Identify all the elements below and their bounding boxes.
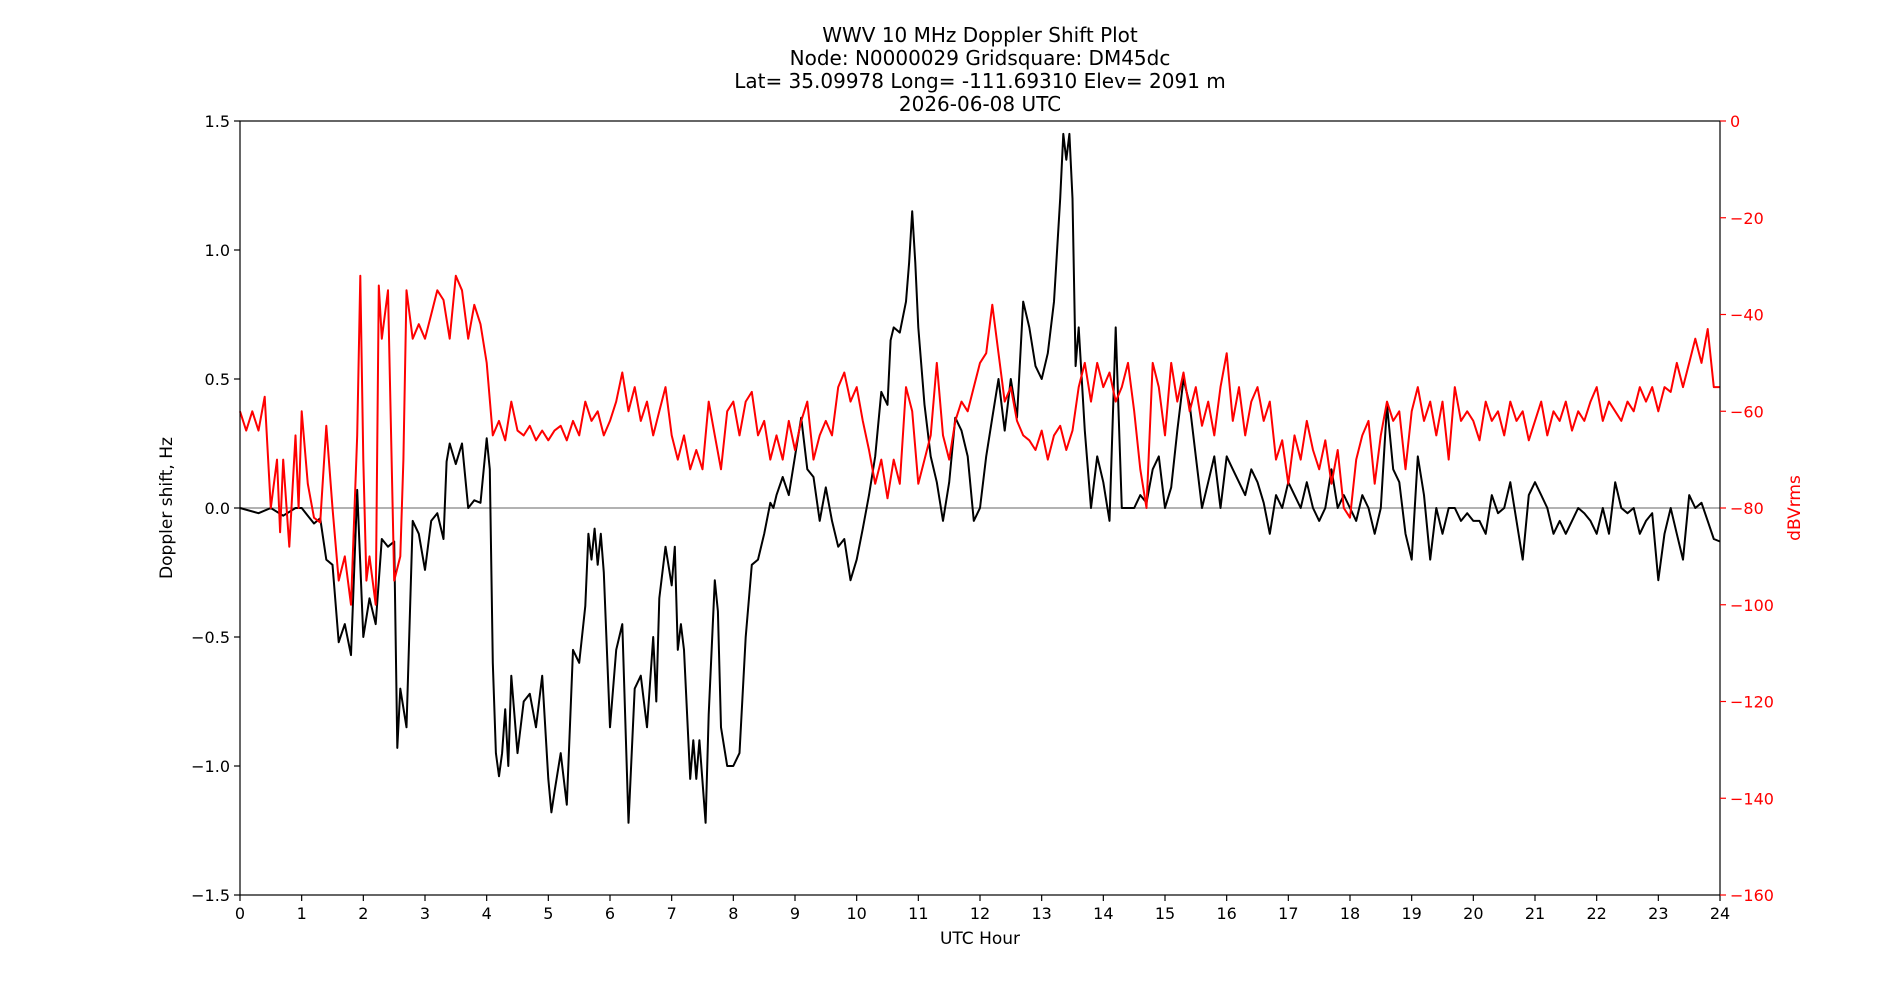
x-tick-label: 19 xyxy=(1401,904,1421,923)
x-tick-label: 18 xyxy=(1340,904,1360,923)
x-tick-label: 21 xyxy=(1525,904,1545,923)
left-y-tick-label: 1.0 xyxy=(205,241,230,260)
x-tick-label: 6 xyxy=(605,904,615,923)
x-axis-ticks: 0 1 2 3 4 5 6 7 8 9 10 11 12 13 14 15 16 17 18 19 20 21 22 23 24 xyxy=(235,895,1730,923)
title-line-3: Lat= 35.09978 Long= -111.69310 Elev= 209… xyxy=(734,69,1226,93)
right-y-tick-label: −140 xyxy=(1730,789,1774,808)
power-series-line xyxy=(239,274,1720,606)
x-tick-label: 9 xyxy=(790,904,800,923)
right-y-tick-label: −60 xyxy=(1730,402,1764,421)
right-y-axis-ticks: 0 −20 −40 −60 −80 −100 −120 −140 −160 xyxy=(1720,112,1774,905)
x-tick-label: 14 xyxy=(1093,904,1113,923)
x-tick-label: 0 xyxy=(235,904,245,923)
doppler-series-line xyxy=(239,132,1721,824)
x-tick-label: 1 xyxy=(297,904,307,923)
series-group xyxy=(239,132,1721,824)
x-tick-label: 16 xyxy=(1216,904,1236,923)
x-tick-label: 12 xyxy=(970,904,990,923)
x-tick-label: 8 xyxy=(728,904,738,923)
title-line-2: Node: N0000029 Gridsquare: DM45dc xyxy=(790,46,1171,70)
x-tick-label: 10 xyxy=(846,904,866,923)
right-y-axis-label: dBVrms xyxy=(1785,475,1805,541)
x-tick-label: 3 xyxy=(420,904,430,923)
left-y-tick-label: 1.5 xyxy=(205,112,230,131)
x-tick-label: 15 xyxy=(1155,904,1175,923)
x-tick-label: 4 xyxy=(482,904,492,923)
right-y-tick-label: −100 xyxy=(1730,596,1774,615)
x-tick-label: 13 xyxy=(1031,904,1051,923)
left-y-tick-label: −1.5 xyxy=(191,886,230,905)
left-y-tick-label: −1.0 xyxy=(191,757,230,776)
right-y-tick-label: −120 xyxy=(1730,693,1774,712)
title-line-1: WWV 10 MHz Doppler Shift Plot xyxy=(822,23,1138,47)
left-y-tick-label: 0.5 xyxy=(205,370,230,389)
x-tick-label: 17 xyxy=(1278,904,1298,923)
x-tick-label: 23 xyxy=(1648,904,1668,923)
left-y-axis-ticks: −1.5 −1.0 −0.5 0.0 0.5 1.0 1.5 xyxy=(191,112,240,905)
right-y-tick-label: −40 xyxy=(1730,306,1764,325)
x-tick-label: 2 xyxy=(358,904,368,923)
x-tick-label: 24 xyxy=(1710,904,1730,923)
left-y-axis-label: Doppler shift, Hz xyxy=(157,437,177,579)
right-y-tick-label: 0 xyxy=(1730,112,1740,131)
x-tick-label: 22 xyxy=(1586,904,1606,923)
right-y-tick-label: −160 xyxy=(1730,886,1774,905)
left-y-tick-label: 0.0 xyxy=(205,499,230,518)
x-tick-label: 5 xyxy=(543,904,553,923)
x-tick-label: 7 xyxy=(667,904,677,923)
x-tick-label: 20 xyxy=(1463,904,1483,923)
chart-title: WWV 10 MHz Doppler Shift Plot Node: N000… xyxy=(734,23,1226,116)
right-y-tick-label: −80 xyxy=(1730,499,1764,518)
left-y-tick-label: −0.5 xyxy=(191,628,230,647)
right-y-tick-label: −20 xyxy=(1730,209,1764,228)
x-tick-label: 11 xyxy=(908,904,928,923)
x-axis-label: UTC Hour xyxy=(940,929,1020,949)
title-line-4: 2026-06-08 UTC xyxy=(899,92,1061,116)
